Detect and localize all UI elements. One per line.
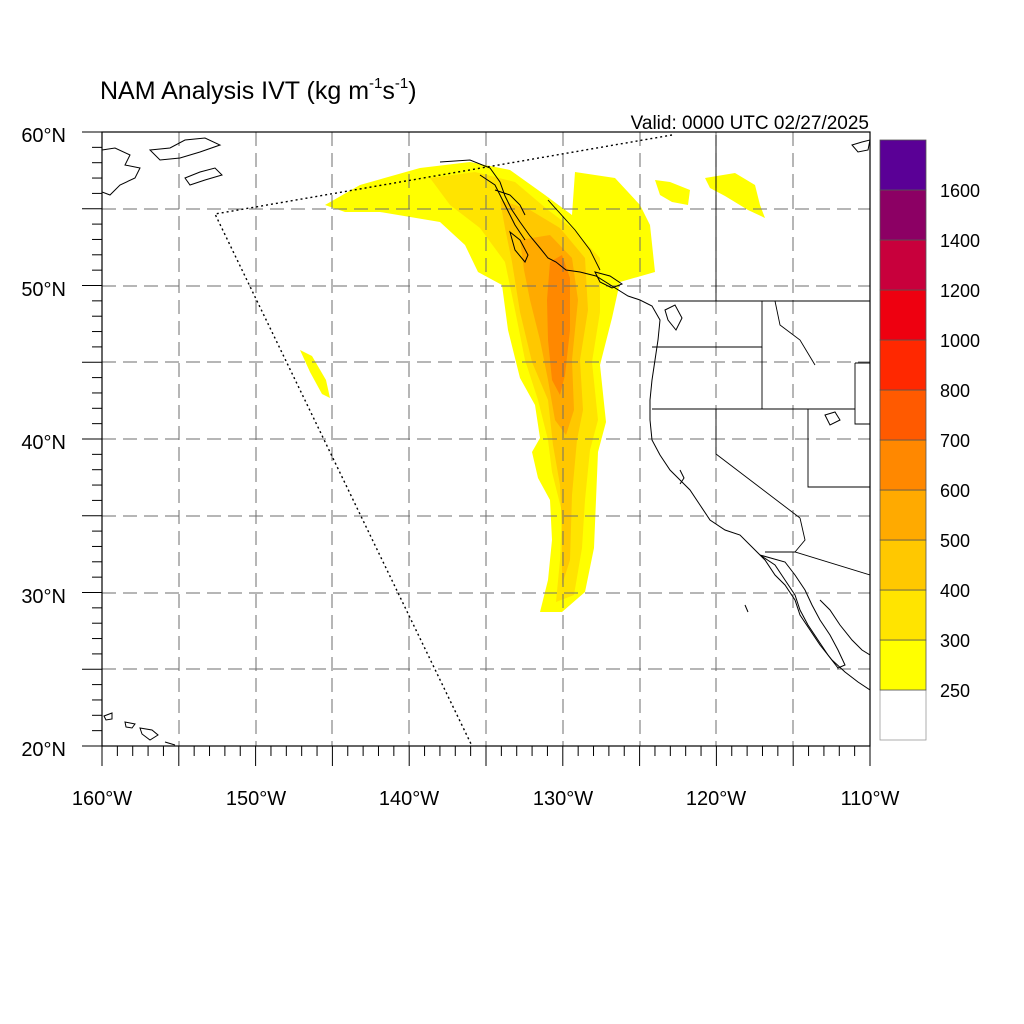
coastline-outlines (102, 137, 870, 746)
axis-ticks (82, 131, 871, 766)
colorbar-label: 250 (940, 681, 970, 701)
lat-tick-labels: 60°N 50°N 40°N 30°N 20°N (21, 125, 66, 761)
valid-time-label: Valid: 0000 UTC 02/27/2025 (631, 113, 869, 134)
ivt-contour-600 (547, 255, 570, 395)
lon-tick-label: 120°W (686, 788, 746, 810)
ivt-plume (300, 162, 765, 612)
colorbar-box (879, 389, 927, 441)
colorbar-box (879, 289, 927, 341)
lat-lon-grid (102, 132, 870, 746)
lat-tick-label: 20°N (21, 739, 66, 761)
ivt-contour-yellow-small-3 (705, 173, 765, 218)
colorbar-box (879, 239, 927, 291)
lat-tick-label: 40°N (21, 432, 66, 454)
map-area (102, 132, 870, 746)
colorbar-label: 600 (940, 481, 970, 501)
colorbar-label: 700 (940, 431, 970, 451)
lon-tick-label: 130°W (533, 788, 593, 810)
ivt-contour-yellow-small-2 (655, 180, 690, 205)
lon-tick-label: 140°W (379, 788, 439, 810)
colorbar-box (879, 139, 927, 191)
colorbar-label: 800 (940, 381, 970, 401)
colorbar-label: 300 (940, 631, 970, 651)
chart-title: NAM Analysis IVT (kg m-1s-1) (100, 75, 417, 105)
lon-tick-label: 160°W (72, 788, 132, 810)
lon-tick-label: 110°W (841, 788, 900, 810)
lon-tick-labels: 160°W 150°W 140°W 130°W 120°W 110°W (72, 788, 900, 810)
ivt-contour-yellow-small-1 (300, 350, 330, 398)
colorbar-label: 1400 (940, 231, 980, 251)
colorbar-label: 400 (940, 581, 970, 601)
lat-tick-label: 60°N (21, 125, 66, 147)
lat-tick-label: 50°N (21, 279, 66, 301)
colorbar-box (879, 439, 927, 491)
colorbar-label: 500 (940, 531, 970, 551)
lon-tick-label: 150°W (226, 788, 286, 810)
colorbar-box (879, 339, 927, 391)
colorbar-box (879, 689, 927, 741)
colorbar-boxes (879, 139, 927, 741)
colorbar-box (879, 539, 927, 591)
colorbar-label: 1000 (940, 331, 980, 351)
state-borders (547, 135, 870, 576)
colorbar-labels: 250 300 400 500 600 700 800 1000 1200 14… (940, 181, 980, 701)
colorbar-label: 1600 (940, 181, 980, 201)
lat-tick-label: 30°N (21, 586, 66, 608)
colorbar-box (879, 189, 927, 241)
colorbar-box (879, 639, 927, 691)
colorbar-box (879, 489, 927, 541)
colorbar-label: 1200 (940, 281, 980, 301)
colorbar-box (879, 589, 927, 641)
colorbar: 250 300 400 500 600 700 800 1000 1200 14… (879, 139, 980, 741)
